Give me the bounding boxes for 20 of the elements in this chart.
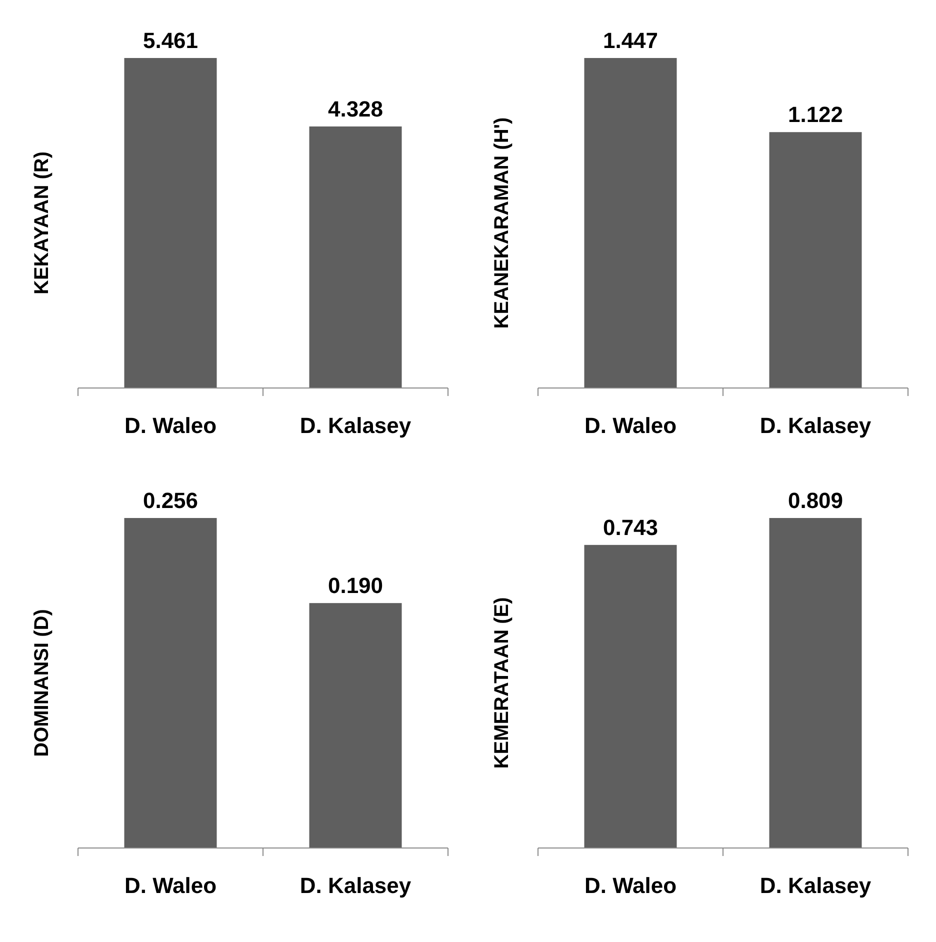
x-tick-label: D. Waleo [124, 873, 217, 898]
data-label: 0.256 [142, 488, 198, 513]
y-axis-title: KEMERATAAN (E) [491, 597, 513, 769]
x-tick-label: D. Waleo [584, 413, 677, 438]
x-tick-label: D. Kalasey [300, 873, 412, 898]
data-label: 5.461 [142, 28, 198, 53]
x-tick-label: D. Waleo [124, 413, 217, 438]
x-tick-label: D. Kalasey [760, 413, 872, 438]
y-axis-title: DOMINANSI (D) [31, 609, 53, 757]
y-axis-title: KEANEKARAMAN (H') [491, 117, 513, 329]
data-label: 1.447 [602, 28, 658, 53]
data-label: 0.743 [602, 514, 658, 540]
data-label: 0.809 [788, 488, 844, 513]
x-tick-label: D. Waleo [584, 873, 677, 898]
data-label: 4.328 [328, 96, 384, 122]
x-tick-label: D. Kalasey [760, 873, 872, 898]
y-axis-title: KEKAYAAN (R) [31, 152, 53, 294]
x-tick-label: D. Kalasey [300, 413, 412, 438]
data-label: 1.122 [788, 102, 844, 128]
data-label: 0.190 [328, 573, 384, 598]
